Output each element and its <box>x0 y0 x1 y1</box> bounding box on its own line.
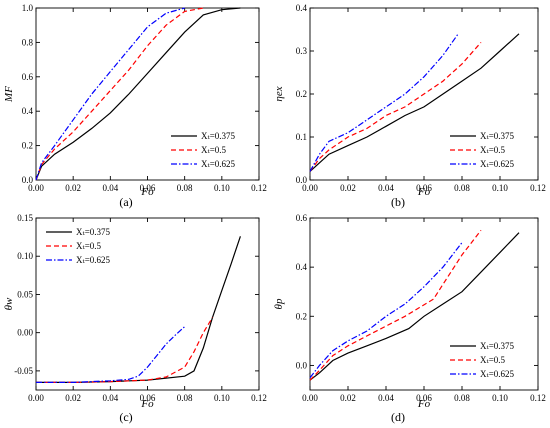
y-tick-label: 1.0 <box>22 3 34 13</box>
y-tick-label: 0.4 <box>296 262 308 272</box>
y-tick-label: 0.4 <box>296 3 308 13</box>
legend: Xₜ=0.375 Xₜ=0.5 Xₜ=0.625 <box>46 227 111 265</box>
y-tick-label: 0.6 <box>22 72 34 82</box>
panel-label: (c) <box>119 410 132 424</box>
x-tick-label: 0.00 <box>302 183 318 193</box>
legend-label: Xₜ=0.5 <box>480 145 506 155</box>
x-tick-label: 0.10 <box>214 183 230 193</box>
plot-frame <box>35 217 260 391</box>
y-tick-label: 0.00 <box>17 328 33 338</box>
x-axis-title: Fo <box>417 398 431 410</box>
series-line-1 <box>309 232 520 381</box>
x-tick-label: 0.06 <box>416 183 432 193</box>
x-axis-title: Fo <box>140 398 154 410</box>
x-tick-label: 0.06 <box>140 393 156 403</box>
x-axis-title: Fo <box>140 186 154 198</box>
series-line-2 <box>35 7 204 181</box>
panel-label: (d) <box>391 410 405 424</box>
legend-label: Xₜ=0.375 <box>480 131 515 141</box>
legend-label: Xₜ=0.625 <box>76 255 111 265</box>
y-tick-label: 0.2 <box>22 141 33 151</box>
y-tick-label: 0.05 <box>17 289 33 299</box>
x-tick-label: 0.04 <box>378 183 394 193</box>
series-line-1 <box>309 33 520 172</box>
x-tick-label: 0.02 <box>340 183 356 193</box>
legend-label: Xₜ=0.625 <box>201 159 236 169</box>
y-tick-label: 0.4 <box>22 106 34 116</box>
series-line-1 <box>35 7 241 181</box>
series-line-2 <box>309 42 482 172</box>
panel-b: 0.00 0.02 0.04 0.06 0.08 0.10 0.12 0.0 0.1 0.2 0.3… <box>273 3 546 209</box>
x-tick-label: 0.02 <box>65 393 81 403</box>
x-tick-label: 0.02 <box>340 393 356 403</box>
y-axis-title: ηex <box>273 86 285 101</box>
y-tick-label: 0.0 <box>296 175 308 185</box>
panel-d: 0.00 0.02 0.04 0.06 0.08 0.10 0.12 0.0 0.2 0.4 0.6… <box>273 213 546 424</box>
y-axis-title: θw <box>3 297 15 310</box>
y-tick-label: 0.2 <box>296 311 307 321</box>
x-tick-label: 0.08 <box>454 393 470 403</box>
series-line-1 <box>36 236 241 383</box>
x-tick-label: 0.04 <box>378 393 394 403</box>
x-axis-title: Fo <box>417 186 431 198</box>
x-tick-label: 0.10 <box>492 393 508 403</box>
legend-label: Xₜ=0.625 <box>480 159 515 169</box>
y-tick-label: 0.15 <box>17 213 33 223</box>
panel-c: 0.00 0.02 0.04 0.06 0.08 0.10 0.12 -0.05 0.00 0.0… <box>3 213 267 424</box>
series-line-2 <box>309 229 482 381</box>
x-tick-label: 0.08 <box>454 183 470 193</box>
x-tick-label: 0.12 <box>530 183 546 193</box>
legend: Xₜ=0.375 Xₜ=0.5 Xₜ=0.625 <box>450 341 515 379</box>
y-tick-label: 0.10 <box>17 251 33 261</box>
series-line-3 <box>35 7 185 181</box>
legend-label: Xₜ=0.625 <box>480 369 515 379</box>
legend-label: Xₜ=0.375 <box>480 341 515 351</box>
y-tick-label: -0.05 <box>14 366 33 376</box>
y-tick-label: 0.2 <box>296 89 307 99</box>
x-tick-label: 0.10 <box>492 183 508 193</box>
series-line-3 <box>309 242 463 379</box>
panel-label: (b) <box>391 195 405 209</box>
x-tick-label: 0.08 <box>177 183 193 193</box>
x-tick-label: 0.10 <box>214 393 230 403</box>
x-tick-label: 0.00 <box>28 393 44 403</box>
x-tick-label: 0.08 <box>177 393 193 403</box>
y-tick-label: 0.8 <box>22 37 34 47</box>
x-tick-label: 0.00 <box>302 393 318 403</box>
x-tick-label: 0.02 <box>65 183 81 193</box>
x-tick-label: 0.12 <box>251 183 267 193</box>
legend: Xₜ=0.375 Xₜ=0.5 Xₜ=0.625 <box>171 131 236 169</box>
y-tick-label: 0.3 <box>296 46 308 56</box>
x-tick-label: 0.00 <box>28 183 44 193</box>
legend: Xₜ=0.375 Xₜ=0.5 Xₜ=0.625 <box>450 131 515 169</box>
legend-label: Xₜ=0.375 <box>201 131 236 141</box>
x-tick-label: 0.12 <box>530 393 546 403</box>
legend-label: Xₜ=0.5 <box>201 145 227 155</box>
series-line-3 <box>36 326 186 383</box>
series-line-3 <box>309 33 459 172</box>
x-tick-label: 0.04 <box>102 393 118 403</box>
y-tick-label: 0.0 <box>22 175 34 185</box>
x-tick-label: 0.06 <box>416 393 432 403</box>
y-axis-title: θp <box>273 298 285 309</box>
panel-a: 0.00 0.02 0.04 0.06 0.08 0.10 0.12 0.0 0.2 0.4 0.6… <box>3 3 267 209</box>
series-line-2 <box>36 317 214 383</box>
y-axis-title: MF <box>3 86 15 103</box>
x-tick-label: 0.04 <box>102 183 118 193</box>
legend-label: Xₜ=0.375 <box>76 227 111 237</box>
legend-label: Xₜ=0.5 <box>76 241 102 251</box>
y-tick-label: 0.6 <box>296 213 308 223</box>
legend-label: Xₜ=0.5 <box>480 355 506 365</box>
y-tick-label: 0.1 <box>296 132 307 142</box>
x-tick-label: 0.12 <box>251 393 267 403</box>
x-tick-label: 0.06 <box>140 183 156 193</box>
y-tick-label: 0.0 <box>296 360 308 370</box>
panel-label: (a) <box>119 195 132 209</box>
